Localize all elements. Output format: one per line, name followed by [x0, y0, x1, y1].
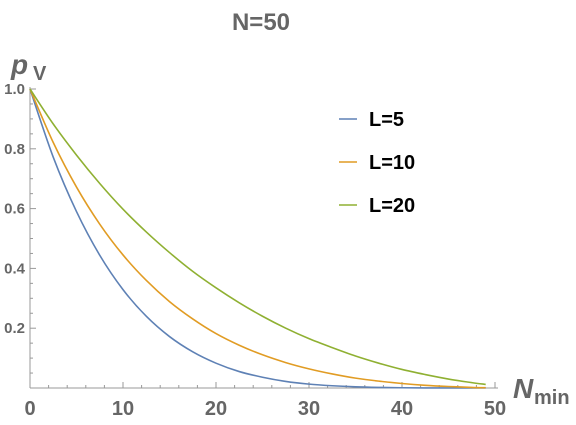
x-tick-label: 30 [298, 398, 320, 420]
series-line-2 [29, 88, 486, 389]
legend-label-1: L=5 [369, 109, 404, 131]
y-tick-label: 0.8 [4, 141, 25, 158]
x-axis-label-sub: min [534, 387, 570, 409]
y-tick-label: 1.0 [4, 81, 25, 98]
legend-label-2: L=10 [369, 152, 415, 174]
chart-title: N=50 [232, 9, 290, 36]
y-tick-label: 0.2 [4, 320, 25, 337]
y-axis-label-main: p [10, 49, 28, 80]
y-axis-label-sub: V [33, 63, 47, 85]
x-axis-label-main: N [513, 373, 534, 404]
x-axis-label: N min [513, 373, 570, 409]
axes: 0 10 20 30 40 50 0.2 0.4 0.6 0.8 1.0 [4, 81, 506, 420]
series-line-3 [29, 88, 486, 386]
x-tick-label: 0 [24, 398, 35, 420]
x-tick-label: 50 [484, 398, 506, 420]
x-tick-label: 10 [112, 398, 134, 420]
series-line-1 [29, 88, 486, 389]
x-tick-label: 40 [391, 398, 413, 420]
x-tick-label: 20 [205, 398, 227, 420]
y-axis-label: p V [10, 49, 47, 85]
plot-lines [29, 88, 486, 389]
y-tick-label: 0.6 [4, 201, 25, 218]
legend-label-3: L=20 [369, 195, 415, 217]
y-tick-label: 0.4 [4, 260, 26, 277]
legend: L=5 L=10 L=20 [339, 109, 415, 217]
